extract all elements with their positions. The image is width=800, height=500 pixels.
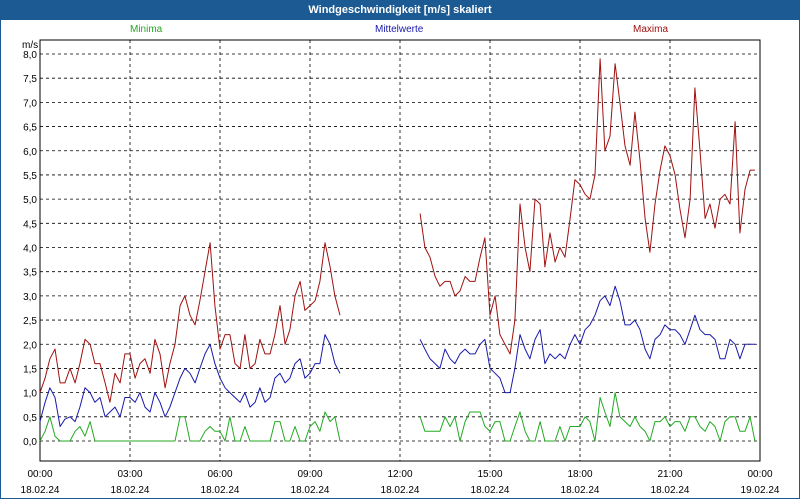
- y-tick-label: 5,5: [23, 171, 37, 182]
- x-tick-time: 00:00: [27, 469, 52, 480]
- y-tick-label: 6,5: [23, 123, 37, 134]
- y-tick-label: 4,5: [23, 219, 37, 230]
- y-axis-unit: m/s: [22, 40, 39, 51]
- series-line-maxima: [39, 242, 341, 403]
- y-tick-label: 1,5: [23, 364, 37, 375]
- y-tick-label: 0,5: [23, 413, 37, 424]
- x-tick-date: 18.02.24: [21, 485, 60, 496]
- x-tick-time: 03:00: [117, 469, 142, 480]
- x-tick-time: 15:00: [477, 469, 502, 480]
- x-tick-date: 18.02.24: [561, 485, 600, 496]
- x-tick-date: 18.02.24: [291, 485, 330, 496]
- x-tick-time: 12:00: [387, 469, 412, 480]
- x-tick-date: 18.02.24: [381, 485, 420, 496]
- x-tick-time: 00:00: [747, 469, 772, 480]
- y-tick-label: 2,5: [23, 316, 37, 327]
- y-tick-label: 2,0: [23, 340, 37, 351]
- x-tick-date: 18.02.24: [651, 485, 690, 496]
- series-line-mittelwerte: [39, 334, 341, 427]
- y-tick-label: 7,5: [23, 74, 37, 85]
- legend-mittelwerte: Mittelwerte: [375, 24, 424, 35]
- x-tick-time: 06:00: [207, 469, 232, 480]
- y-tick-label: 7,0: [23, 98, 37, 109]
- x-tick-date: 18.02.24: [201, 485, 240, 496]
- y-tick-label: 1,0: [23, 389, 37, 400]
- y-tick-label: 5,0: [23, 195, 37, 206]
- chart-title: Windgeschwindigkeit [m/s] skaliert: [0, 0, 800, 20]
- y-tick-label: 8,0: [23, 50, 37, 61]
- series-line-minima: [39, 411, 341, 442]
- x-tick-date: 18.02.24: [111, 485, 150, 496]
- y-tick-label: 0,0: [23, 437, 37, 448]
- y-tick-label: 6,0: [23, 147, 37, 158]
- x-tick-time: 21:00: [657, 469, 682, 480]
- y-tick-label: 4,0: [23, 244, 37, 255]
- y-tick-label: 3,5: [23, 268, 37, 279]
- legend-minima: Minima: [130, 24, 163, 35]
- x-tick-time: 18:00: [567, 469, 592, 480]
- legend-maxima: Maxima: [633, 24, 669, 35]
- series-line-maxima: [419, 58, 755, 355]
- y-tick-label: 3,0: [23, 292, 37, 303]
- x-tick-date: 19.02.24: [741, 485, 780, 496]
- series-line-minima: [419, 392, 756, 442]
- x-tick-time: 09:00: [297, 469, 322, 480]
- series-line-mittelwerte: [419, 285, 755, 394]
- x-tick-date: 18.02.24: [471, 485, 510, 496]
